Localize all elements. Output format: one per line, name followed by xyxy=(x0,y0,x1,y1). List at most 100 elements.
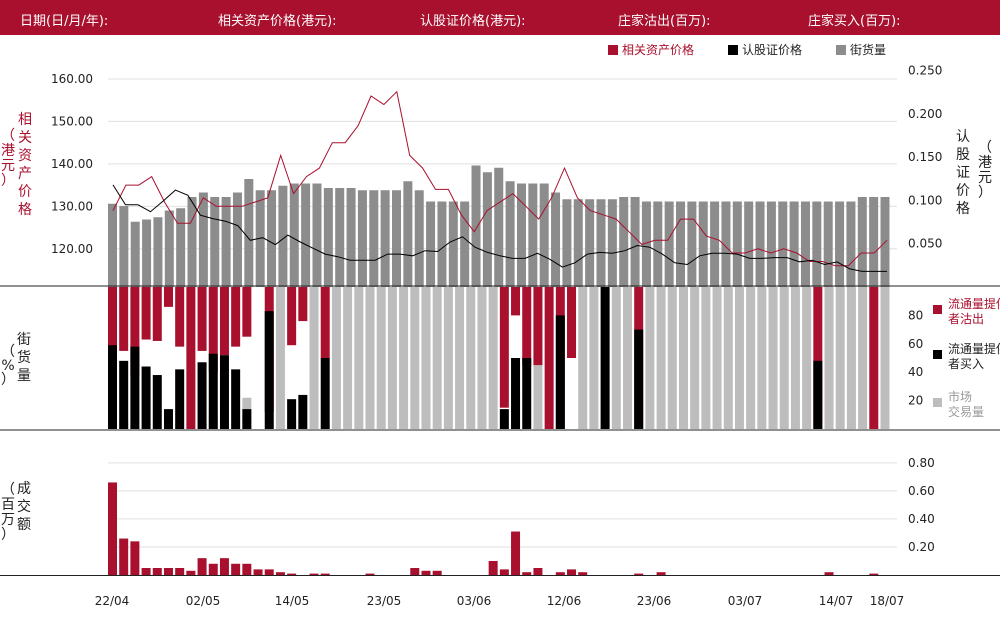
mm-sold-bar xyxy=(544,287,554,429)
legend-street-volume-swatch xyxy=(836,45,846,55)
market-volume-bar xyxy=(723,287,733,429)
mm-sold-bar xyxy=(813,287,823,429)
turnover-axis-title-char: 成 xyxy=(17,481,31,497)
street-volume-bar xyxy=(789,201,799,287)
street-volume-bar xyxy=(244,179,254,287)
street-volume-bar xyxy=(516,183,526,287)
turnover-bar xyxy=(253,569,263,575)
market-volume-bar xyxy=(824,287,834,429)
street-volume-bar xyxy=(835,201,845,287)
left-axis-title-char: 资 xyxy=(18,148,32,164)
market-volume-bar xyxy=(399,287,409,429)
street-volume-bar xyxy=(710,201,720,287)
mm-sold-bar xyxy=(108,287,117,371)
left-axis-title-char: 关 xyxy=(18,130,32,146)
market-volume-bar xyxy=(678,287,688,429)
market-volume-bar xyxy=(802,287,812,429)
right-axis-unit-char: ） xyxy=(978,185,992,201)
mm-bought-bar xyxy=(163,409,173,429)
warrant-price-label: 认股证价格(港元): xyxy=(420,14,526,29)
underlying-price-line xyxy=(112,90,888,267)
turnover-bar xyxy=(119,538,129,575)
left-axis-unit-char: ） xyxy=(1,173,15,189)
street-volume-bar xyxy=(164,210,174,287)
warrant-chart: 160.00150.00140.00130.00120.000.2500.200… xyxy=(0,42,1000,608)
turnover-axis-tick-label: 0.60 xyxy=(908,484,935,498)
mm-sold-bar xyxy=(152,287,162,341)
legend-market-volume-label: 市场 xyxy=(948,389,972,404)
right-axis-tick-label: 0.200 xyxy=(908,107,942,121)
street-volume-bar xyxy=(755,201,765,287)
market-volume-bar xyxy=(623,287,632,429)
mm-sold-bar xyxy=(219,287,229,356)
mm-sold-bar xyxy=(130,287,140,376)
street-volume-bar xyxy=(596,199,606,287)
turnover-bar xyxy=(499,569,509,575)
legend-underlying-swatch xyxy=(608,45,618,55)
street-volume-bar xyxy=(539,183,549,287)
mm-sold-bar xyxy=(141,287,151,340)
mm-sold-bar xyxy=(298,287,308,322)
turnover-bar xyxy=(578,572,588,575)
mm-bought-bar xyxy=(264,311,274,429)
street-volume-bar xyxy=(448,201,458,287)
street-volume-bar xyxy=(630,197,640,287)
right-axis-tick-label: 0.150 xyxy=(908,150,942,164)
mm-sold-bar xyxy=(231,287,241,347)
info-header: 日期(日/月/年): 相关资产价格(港元): 认股证价格(港元): 庄家沽出(百… xyxy=(0,0,1000,35)
right-axis-title-char: 价 xyxy=(956,183,970,199)
turnover-bar xyxy=(264,569,274,575)
mm-bought-bar xyxy=(813,360,823,429)
street-volume-bar xyxy=(232,192,242,287)
x-axis-date-label: 23/05 xyxy=(367,594,402,608)
street-volume-bar xyxy=(744,201,754,287)
volume-axis-unit-char: ） xyxy=(1,372,15,388)
mm-bought-bar xyxy=(119,360,129,429)
mm-sold-bar xyxy=(499,287,509,408)
street-volume-bar xyxy=(687,201,697,287)
x-axis-date-label: 03/07 xyxy=(728,594,763,608)
turnover-axis-tick-label: 0.40 xyxy=(908,512,935,526)
x-axis-date-label: 12/06 xyxy=(547,594,582,608)
left-axis-tick-label: 130.00 xyxy=(51,199,93,213)
right-axis-unit: （港元） xyxy=(978,140,992,201)
turnover-bar xyxy=(309,573,319,575)
market-volume-bar xyxy=(667,287,677,429)
street-volume-bar xyxy=(857,197,867,287)
turnover-bar xyxy=(231,563,241,575)
market-volume-bar xyxy=(309,287,319,429)
volume-axis-unit-char: （ xyxy=(1,344,15,360)
turnover-bar xyxy=(488,560,498,575)
legend-street-volume-label: 街货量 xyxy=(850,42,886,57)
volume-axis-title-char: 货 xyxy=(17,349,31,366)
underlying-price-label: 相关资产价格(港元): xyxy=(218,14,337,29)
mm-bought-bar xyxy=(219,355,229,429)
right-axis-unit-char: （ xyxy=(978,140,992,156)
street-volume-bar xyxy=(437,201,447,287)
market-maker-bought-label: 庄家买入(百万): xyxy=(808,14,901,29)
street-volume-bar xyxy=(573,199,583,287)
mm-sold-bar xyxy=(242,287,252,337)
street-volume-bar xyxy=(414,190,424,287)
right-axis-unit-char: 元 xyxy=(978,170,992,186)
turnover-bar xyxy=(108,482,117,575)
market-volume-bar xyxy=(376,287,386,429)
market-volume-bar xyxy=(746,287,756,429)
mm-bought-bar xyxy=(208,353,218,429)
left-axis-unit-char: 港 xyxy=(1,143,15,159)
street-volume-bar xyxy=(369,190,379,287)
right-axis-tick-label: 0.250 xyxy=(908,64,942,78)
mm-bought-bar xyxy=(108,345,117,429)
market-volume-bar xyxy=(421,287,431,429)
turnover-axis-unit-char: （ xyxy=(1,482,15,498)
street-volume-bar xyxy=(676,201,686,287)
turnover-bar xyxy=(242,563,252,575)
market-volume-bar xyxy=(578,287,588,429)
left-axis-unit: （港元） xyxy=(1,128,15,189)
market-volume-bar xyxy=(656,287,666,429)
volume-axis-tick-label: 80 xyxy=(908,308,923,322)
street-volume-bar xyxy=(278,185,288,287)
x-axis-date-label: 14/07 xyxy=(819,594,854,608)
mm-bought-bar xyxy=(130,346,140,429)
turnover-bar xyxy=(197,558,207,575)
